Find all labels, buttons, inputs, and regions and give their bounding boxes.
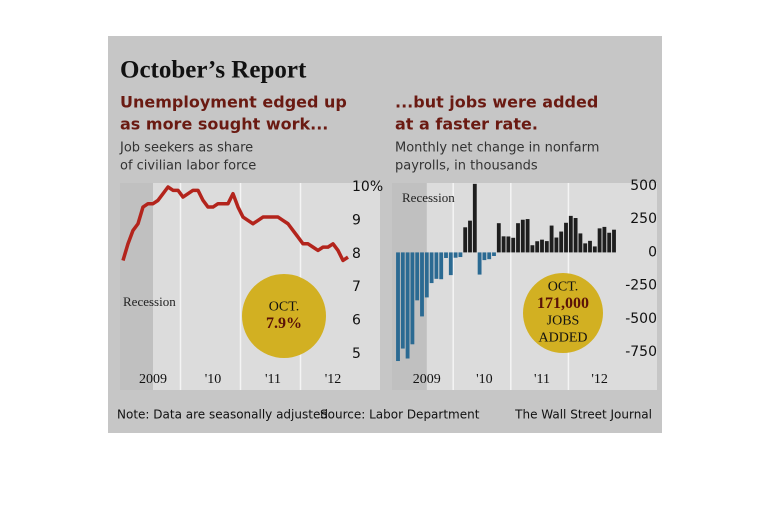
x-tick-label: '11 — [534, 372, 550, 387]
bar — [602, 226, 607, 253]
x-tick-label: 2009 — [139, 372, 167, 387]
recession-label: Recession — [402, 190, 455, 205]
callout — [523, 273, 603, 353]
bar — [549, 225, 554, 253]
bar — [463, 227, 468, 253]
bar — [592, 246, 597, 253]
y-tick-label: -250 — [625, 278, 657, 294]
y-tick-label: 6 — [352, 313, 361, 329]
bar — [496, 223, 501, 253]
y-tick-label: 5 — [352, 346, 361, 362]
callout-text: JOBS — [547, 314, 580, 329]
bar — [444, 252, 448, 258]
bar — [568, 215, 573, 253]
callout-text: OCT. — [548, 280, 578, 295]
y-tick-label: 9 — [352, 212, 361, 228]
bar — [597, 228, 602, 253]
bar — [448, 252, 453, 276]
bar — [607, 232, 612, 253]
bar — [477, 252, 482, 275]
source: Source: Labor Department — [320, 408, 480, 422]
bar — [415, 252, 420, 301]
callout-text: 171,000 — [537, 295, 589, 312]
x-tick-label: '10 — [205, 372, 222, 387]
bar — [472, 183, 477, 253]
x-tick-label: '10 — [476, 372, 493, 387]
bar — [434, 252, 439, 279]
bar — [439, 252, 444, 280]
y-tick-label: 500 — [630, 178, 657, 194]
bar — [516, 223, 520, 253]
chart-title: as more sought work... — [120, 115, 328, 134]
y-tick-label: 7 — [352, 279, 361, 295]
callout — [242, 274, 326, 358]
bar — [588, 240, 592, 253]
bar — [410, 252, 415, 345]
bar — [612, 229, 616, 253]
chart-subtitle: payrolls, in thousands — [395, 159, 538, 174]
y-tick-label: 0 — [648, 244, 657, 260]
y-tick-label: 10% — [352, 179, 383, 195]
bar — [424, 252, 429, 298]
bar — [396, 252, 400, 362]
bar — [468, 220, 472, 253]
x-tick-label: 2009 — [413, 372, 441, 387]
plot-area — [392, 183, 657, 390]
y-tick-label: -750 — [625, 344, 657, 360]
bar — [530, 245, 535, 253]
bar — [535, 241, 540, 253]
chart-subtitle: Job seekers as share — [119, 141, 253, 156]
y-tick-label: 250 — [630, 211, 657, 227]
bar — [453, 252, 458, 258]
chart-subtitle: of civilian labor force — [120, 159, 256, 174]
bar — [511, 237, 516, 253]
bar — [400, 252, 405, 349]
callout-text: OCT. — [269, 300, 299, 315]
bar — [458, 252, 463, 258]
bar — [520, 219, 525, 253]
bar — [564, 222, 568, 253]
x-tick-label: '12 — [591, 372, 608, 387]
bar — [578, 233, 583, 253]
credit: The Wall Street Journal — [514, 408, 652, 422]
bar — [559, 231, 564, 253]
plot-area — [120, 183, 380, 390]
bar — [429, 252, 434, 284]
x-tick-label: '11 — [265, 372, 281, 387]
bar — [482, 252, 487, 261]
bar — [544, 241, 549, 253]
y-tick-label: -500 — [625, 311, 657, 327]
data-line — [121, 185, 349, 263]
chart-subtitle: Monthly net change in nonfarm — [395, 141, 599, 156]
y-tick-label: 8 — [352, 246, 361, 262]
bar — [405, 252, 410, 359]
recession-label: Recession — [123, 294, 176, 309]
chart-title: ...but jobs were added — [395, 93, 598, 112]
bar — [501, 236, 506, 253]
note: Note: Data are seasonally adjusted — [117, 408, 328, 422]
bar — [420, 252, 424, 317]
bar — [583, 243, 588, 253]
bar — [492, 252, 496, 256]
bar — [540, 239, 544, 253]
recession-shade — [120, 183, 153, 390]
chart-title: Unemployment edged up — [120, 93, 347, 112]
bar — [573, 218, 578, 253]
title: October’s Report — [120, 57, 307, 84]
bar — [525, 219, 530, 253]
bar — [487, 252, 492, 260]
callout-text: ADDED — [539, 331, 588, 346]
bar — [506, 236, 511, 253]
bar — [554, 237, 559, 253]
chart-title: at a faster rate. — [395, 115, 538, 134]
callout-text: 7.9% — [266, 315, 302, 332]
x-tick-label: '12 — [325, 372, 342, 387]
